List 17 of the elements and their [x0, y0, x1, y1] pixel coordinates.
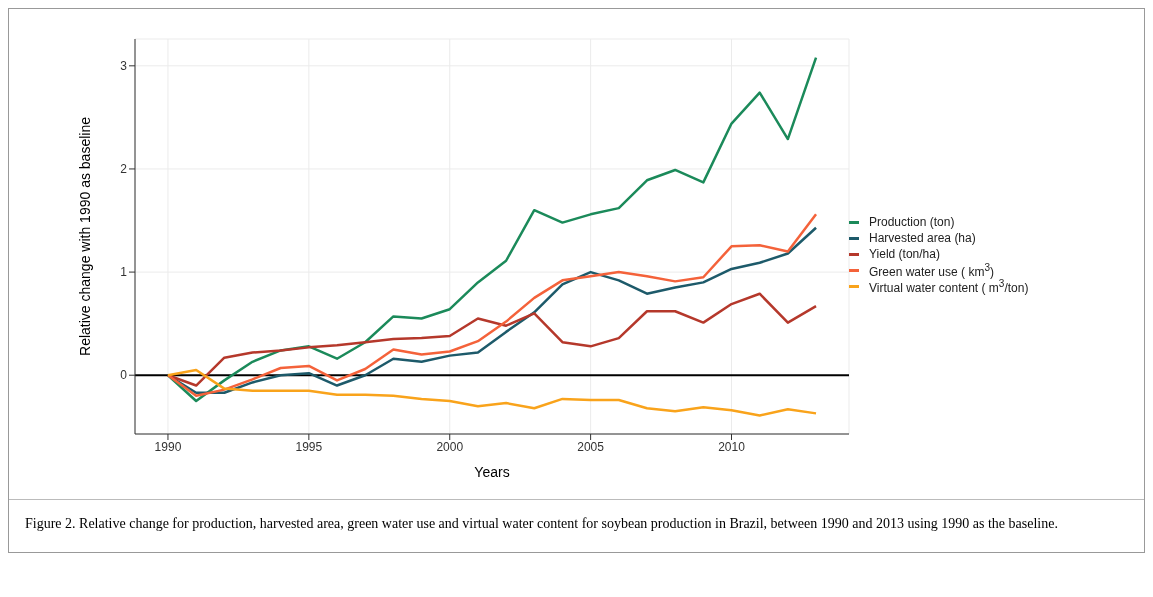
- y-axis-title: Relative change with 1990 as baseline: [76, 116, 93, 356]
- y-tick-label: 1: [120, 265, 128, 280]
- caption: Figure 2. Relative change for production, harvested area, green water use and virtual water content for soybean production in Brazil, between 1990 and 2013 using 1990 as the baseline.: [25, 515, 1059, 533]
- legend-label: Yield (ton/ha): [869, 247, 940, 261]
- x-tick-label: 2000: [436, 439, 464, 454]
- legend-label: Production (ton): [869, 215, 955, 229]
- y-tick-label: 2: [120, 162, 128, 177]
- x-tick-label: 2010: [718, 439, 746, 454]
- legend-label: Harvested area (ha): [869, 231, 976, 245]
- y-tick-label: 0: [120, 368, 128, 383]
- x-axis-title: Years: [474, 464, 510, 480]
- x-tick-label: 2005: [577, 439, 605, 454]
- line-series: [166, 368, 818, 417]
- y-tick-label: 3: [120, 59, 128, 74]
- legend-label: Green water use ( km$^{3}$): [869, 261, 994, 279]
- x-tick-label: 1995: [295, 439, 323, 454]
- x-tick-label: 1990: [154, 439, 182, 454]
